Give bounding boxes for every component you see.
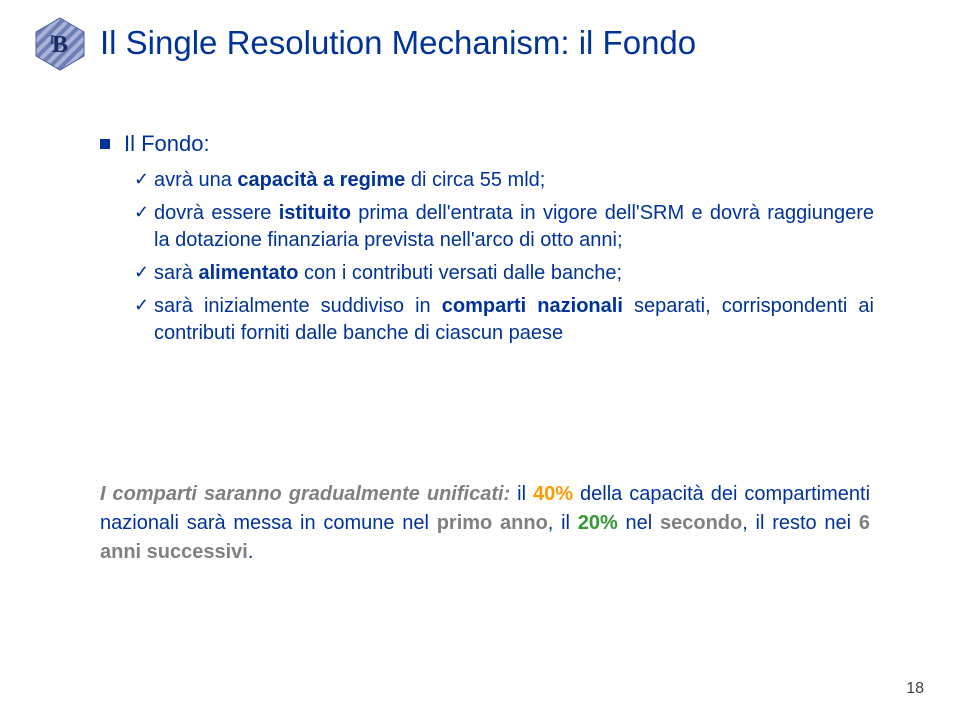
list-item: ✓ avrà una capacità a regime di circa 55… xyxy=(134,167,880,194)
list-item: ✓ sarà alimentato con i contributi versa… xyxy=(134,260,880,287)
bullet-list: ✓ avrà una capacità a regime di circa 55… xyxy=(134,167,880,347)
bullet-text: sarà alimentato con i contributi versati… xyxy=(154,260,874,287)
percent-20: 20% xyxy=(578,512,618,534)
bullet-text: avrà una capacità a regime di circa 55 m… xyxy=(154,167,874,194)
page-number: 18 xyxy=(906,680,924,698)
callout-lead: I comparti saranno gradualmente unificat… xyxy=(100,483,510,505)
check-icon: ✓ xyxy=(134,169,154,190)
percent-40: 40% xyxy=(533,483,573,505)
check-icon: ✓ xyxy=(134,202,154,223)
svg-text:I: I xyxy=(49,33,54,48)
list-item: ✓ dovrà essere istituito prima dell'entr… xyxy=(134,200,880,254)
corner-logo-icon: B I xyxy=(30,16,90,72)
content-block: Il Fondo: ✓ avrà una capacità a regime d… xyxy=(100,130,880,353)
slide: B I Il Single Resolution Mechanism: il F… xyxy=(0,0,960,718)
bullet-text: sarà inizialmente suddiviso in comparti … xyxy=(154,293,874,347)
list-item: ✓ sarà inizialmente suddiviso in compart… xyxy=(134,293,880,347)
check-icon: ✓ xyxy=(134,262,154,283)
square-bullet-icon xyxy=(100,139,110,149)
section-label: Il Fondo: xyxy=(124,130,210,159)
bullet-text: dovrà essere istituito prima dell'entrat… xyxy=(154,200,874,254)
callout-box: I comparti saranno gradualmente unificat… xyxy=(100,480,870,567)
section-header: Il Fondo: xyxy=(100,130,880,159)
check-icon: ✓ xyxy=(134,295,154,316)
slide-title: Il Single Resolution Mechanism: il Fondo xyxy=(100,24,696,62)
